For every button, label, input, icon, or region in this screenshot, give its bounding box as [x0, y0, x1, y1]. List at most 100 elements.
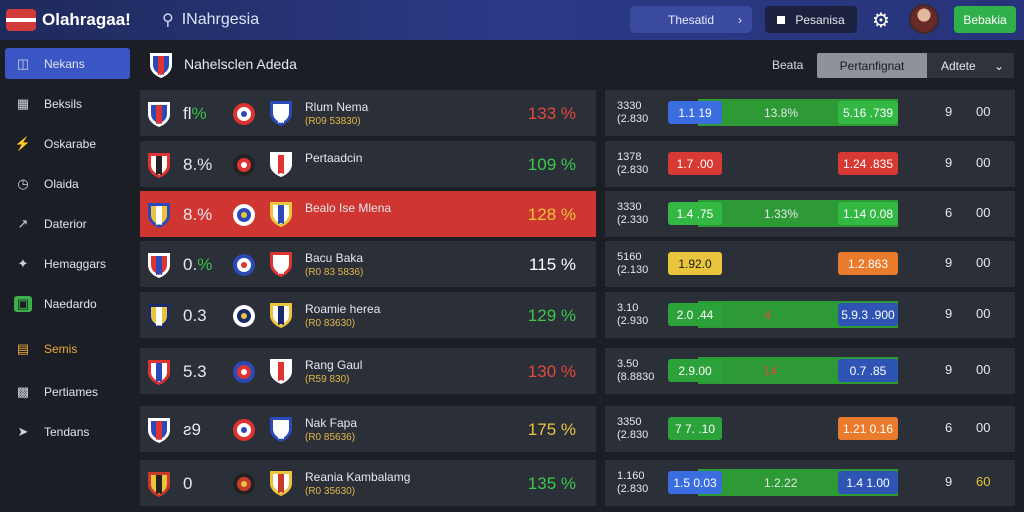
- market-bar-area: 1.7 .00 1.24 .835: [668, 150, 900, 177]
- sidebar-item-0[interactable]: ◫ Nekans: [5, 48, 130, 79]
- avatar[interactable]: [909, 4, 939, 34]
- sidebar-item-label: Beksils: [44, 96, 83, 111]
- match-odds[interactable]: 128 %: [527, 205, 576, 224]
- app-logo[interactable]: Olahragaa!: [6, 9, 146, 31]
- left-odds-value: 2.9.00: [678, 363, 712, 378]
- opponent-crest-icon: [268, 301, 294, 329]
- market-row: 3350 (2.830 7 7. .10 1.21 0.16 6 00: [605, 406, 1015, 452]
- market-number-bottom: (2.830: [617, 429, 649, 441]
- login-button[interactable]: Bebakia: [954, 6, 1016, 33]
- win-percentage: 0.3: [183, 306, 207, 326]
- win-percentage: 0: [183, 474, 192, 494]
- market-row: 3330 (2.830 1.1 19 13.8% 5.16 .739 9 00: [605, 90, 1015, 136]
- table-row[interactable]: 8.% Bealo Ise Mlena 128 %: [140, 191, 596, 237]
- region-selector[interactable]: Thesatid ›: [630, 6, 752, 33]
- left-odds-chip[interactable]: 7 7. .10: [668, 417, 722, 440]
- right-odds-chip[interactable]: 0.7 .85: [838, 359, 898, 382]
- match-odds[interactable]: 135 %: [527, 474, 576, 493]
- table-row[interactable]: ƨ9 Nak Fapa (R0 85636) 175 %: [140, 406, 596, 452]
- search-input[interactable]: [181, 11, 442, 29]
- market-number-top: 3330: [617, 100, 642, 112]
- right-odds-chip[interactable]: 1.24 .835: [838, 152, 898, 175]
- left-odds-chip[interactable]: 1.1 19: [668, 101, 722, 124]
- tab-active[interactable]: Pertanfignat: [817, 53, 927, 78]
- market-row: 3330 (2.330 1.4 .75 1.33% 1.14 0.08 6 00: [605, 191, 1015, 237]
- right-odds-value: 1.2.863: [847, 256, 889, 271]
- market-total: 00: [976, 306, 991, 321]
- match-subtext: (R59 830): [305, 374, 350, 385]
- sort-dropdown[interactable]: Adtete ⌄: [927, 53, 1014, 78]
- market-number-top: 5160: [617, 251, 642, 263]
- match-odds[interactable]: 129 %: [527, 306, 576, 325]
- right-odds-chip[interactable]: 5.16 .739: [838, 101, 898, 124]
- market-number-top: 1.160: [617, 470, 645, 482]
- sidebar-item-5[interactable]: ✦ Hemaggars: [5, 248, 130, 279]
- clock-icon: ◷: [17, 175, 29, 191]
- sidebar-item-4[interactable]: ↗ Daterior: [5, 208, 130, 239]
- gear-icon[interactable]: ⚙: [872, 10, 890, 32]
- table-row[interactable]: 0.% Bacu Baka (R0 83 5836) 115 %: [140, 241, 596, 287]
- sidebar-item-8[interactable]: ▩ Pertiames: [5, 376, 130, 407]
- match-odds[interactable]: 130 %: [527, 362, 576, 381]
- sidebar-item-label: Tendans: [44, 424, 90, 439]
- market-count: 9: [945, 155, 953, 170]
- search-icon[interactable]: ⚲: [162, 12, 174, 29]
- right-odds-chip[interactable]: 1.2.863: [838, 252, 898, 275]
- sidebar-item-3[interactable]: ◷ Olaida: [5, 168, 130, 199]
- left-odds-chip[interactable]: 1.92.0: [668, 252, 722, 275]
- sidebar-item-label: Daterior: [44, 216, 87, 231]
- match-name: Reania Kambalamg: [305, 470, 411, 484]
- right-odds-chip[interactable]: 1.4 1.00: [838, 471, 898, 494]
- market-numbers: 3330 (2.330: [617, 201, 648, 227]
- left-odds-chip[interactable]: 1.7 .00: [668, 152, 722, 175]
- right-odds-chip[interactable]: 5.9.3 .900: [838, 303, 898, 326]
- market-number-top: 3.10: [617, 302, 639, 314]
- left-odds-chip[interactable]: 1.5 0.03: [668, 471, 722, 494]
- sidebar-item-6[interactable]: ▣ Naedardo: [5, 288, 130, 319]
- left-odds-value: 2.0 .44: [676, 307, 714, 322]
- left-odds-chip[interactable]: 2.0 .44: [668, 303, 722, 326]
- chevron-right-icon: ›: [738, 12, 742, 27]
- market-mid-value: 4: [764, 308, 771, 322]
- table-row[interactable]: 0 Reania Kambalamg (R0 35630) 135 %: [140, 460, 596, 506]
- table-row[interactable]: 0.3 Roamie herea (R0 83630) 129 %: [140, 292, 596, 338]
- market-row: 1378 (2.830 1.7 .00 1.24 .835 9 00: [605, 141, 1015, 187]
- table-row[interactable]: 5.3 Rang Gaul (R59 830) 130 %: [140, 348, 596, 394]
- left-odds-chip[interactable]: 2.9.00: [668, 359, 722, 382]
- sidebar-item-1[interactable]: ▦ Beksils: [5, 88, 130, 119]
- tab-active-label: Pertanfignat: [839, 58, 905, 73]
- match-odds[interactable]: 109 %: [527, 155, 576, 174]
- match-odds[interactable]: 115 %: [529, 255, 576, 274]
- right-odds-chip[interactable]: 1.14 0.08: [838, 202, 898, 225]
- market-numbers: 3.10 (2.930: [617, 302, 648, 328]
- messages-button-label: Pesanisa: [795, 12, 845, 27]
- market-bar-area: 1.5 0.03 1.2.22 1.4 1.00: [668, 469, 900, 496]
- right-odds-value: 5.16 .739: [842, 105, 894, 120]
- right-odds-value: 1.21 0.16: [842, 421, 894, 436]
- team-badge-icon: [232, 418, 256, 442]
- table-row[interactable]: fl% Rlum Nema (R09 53830) 133 %: [140, 90, 596, 136]
- arrow-icon: ➤: [17, 423, 29, 439]
- match-name: Bealo Ise Mlena: [305, 201, 392, 215]
- market-numbers: 3.50 (8.8830: [617, 358, 654, 384]
- left-odds-chip[interactable]: 1.4 .75: [668, 202, 722, 225]
- right-odds-chip[interactable]: 1.21 0.16: [838, 417, 898, 440]
- market-number-bottom: (2.830: [617, 164, 649, 176]
- market-row: 1.160 (2.830 1.5 0.03 1.2.22 1.4 1.00 9 60: [605, 460, 1015, 506]
- table-row[interactable]: 8.% Pertaadcin 109 %: [140, 141, 596, 187]
- sidebar-item-7[interactable]: ▤ Semis: [5, 333, 130, 364]
- market-count: 9: [945, 255, 953, 270]
- logo-flag-icon: [6, 9, 36, 31]
- team-crest-icon: [146, 470, 172, 498]
- market-mid-value: 1.33%: [764, 207, 799, 221]
- market-total: 00: [976, 255, 991, 270]
- left-odds-value: 1.1 19: [678, 105, 712, 120]
- market-numbers: 5160 (2.130: [617, 251, 648, 277]
- match-odds[interactable]: 133 %: [527, 104, 576, 123]
- win-percentage-value: 0.: [183, 255, 198, 274]
- market-total: 00: [976, 420, 991, 435]
- sidebar-item-2[interactable]: ⚡ Oskarabe: [5, 128, 130, 159]
- messages-button[interactable]: Pesanisa: [765, 6, 857, 33]
- match-odds[interactable]: 175 %: [527, 420, 576, 439]
- sidebar-item-9[interactable]: ➤ Tendans: [5, 416, 130, 447]
